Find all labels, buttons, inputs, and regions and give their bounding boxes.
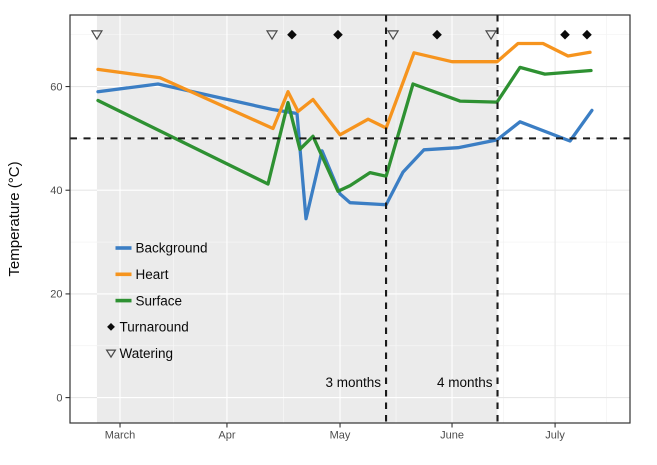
turnaround-diamond-icon <box>287 29 297 40</box>
y-axis-tick-label: 40 <box>50 185 62 197</box>
legend-item-watering: Watering <box>105 346 174 361</box>
y-axis-tick-label: 20 <box>50 289 62 301</box>
legend: Background Heart Surface Turnaround Watering <box>105 241 208 361</box>
x-axis-tick-label: Apr <box>218 430 235 442</box>
legend-item-label: Surface <box>136 293 183 308</box>
series-lines <box>96 41 594 221</box>
watering-period-shading <box>96 15 498 423</box>
legend-item-label: Turnaround <box>120 320 189 335</box>
vline-label-4-months: 4 months <box>437 375 493 390</box>
x-axis-tick-label: May <box>330 430 351 442</box>
legend-item-label: Heart <box>136 267 169 282</box>
series-line-surface <box>96 65 593 193</box>
y-axis-tick-label: 0 <box>56 392 62 404</box>
x-axis-tick-label: March <box>105 430 136 442</box>
legend-diamond-icon <box>107 323 115 331</box>
legend-item-label: Watering <box>120 346 174 361</box>
event-markers <box>90 29 592 41</box>
axes: March Apr May June July 0 20 40 60 <box>50 81 565 441</box>
legend-item-turnaround: Turnaround <box>107 320 189 335</box>
legend-triangle-icon <box>105 349 117 359</box>
legend-item-surface: Surface <box>115 293 183 308</box>
vline-label-3-months: 3 months <box>326 375 382 390</box>
watering-triangle-icon <box>484 30 498 41</box>
series-line-heart <box>96 41 592 137</box>
legend-item-heart: Heart <box>115 267 169 282</box>
panel-border <box>69 14 631 424</box>
reference-lines: 3 months 4 months <box>70 15 630 425</box>
y-axis-title: Temperature (°C) <box>6 161 23 276</box>
turnaround-diamond-icon <box>432 29 442 40</box>
legend-item-label: Background <box>136 241 208 256</box>
watering-triangle-icon <box>90 30 104 41</box>
y-axis-tick-label: 60 <box>50 81 62 93</box>
turnaround-diamond-icon <box>582 29 592 40</box>
legend-item-background: Background <box>115 241 208 256</box>
x-axis-tick-label: July <box>545 430 565 442</box>
turnaround-diamond-icon <box>560 29 570 40</box>
gridlines-inside <box>96 15 498 423</box>
turnaround-diamond-icon <box>333 29 343 40</box>
watering-triangle-icon <box>386 30 400 41</box>
x-axis-tick-label: June <box>440 430 464 442</box>
turnaround-markers <box>287 29 592 40</box>
watering-triangle-icon <box>265 30 279 41</box>
watering-markers <box>90 30 498 41</box>
